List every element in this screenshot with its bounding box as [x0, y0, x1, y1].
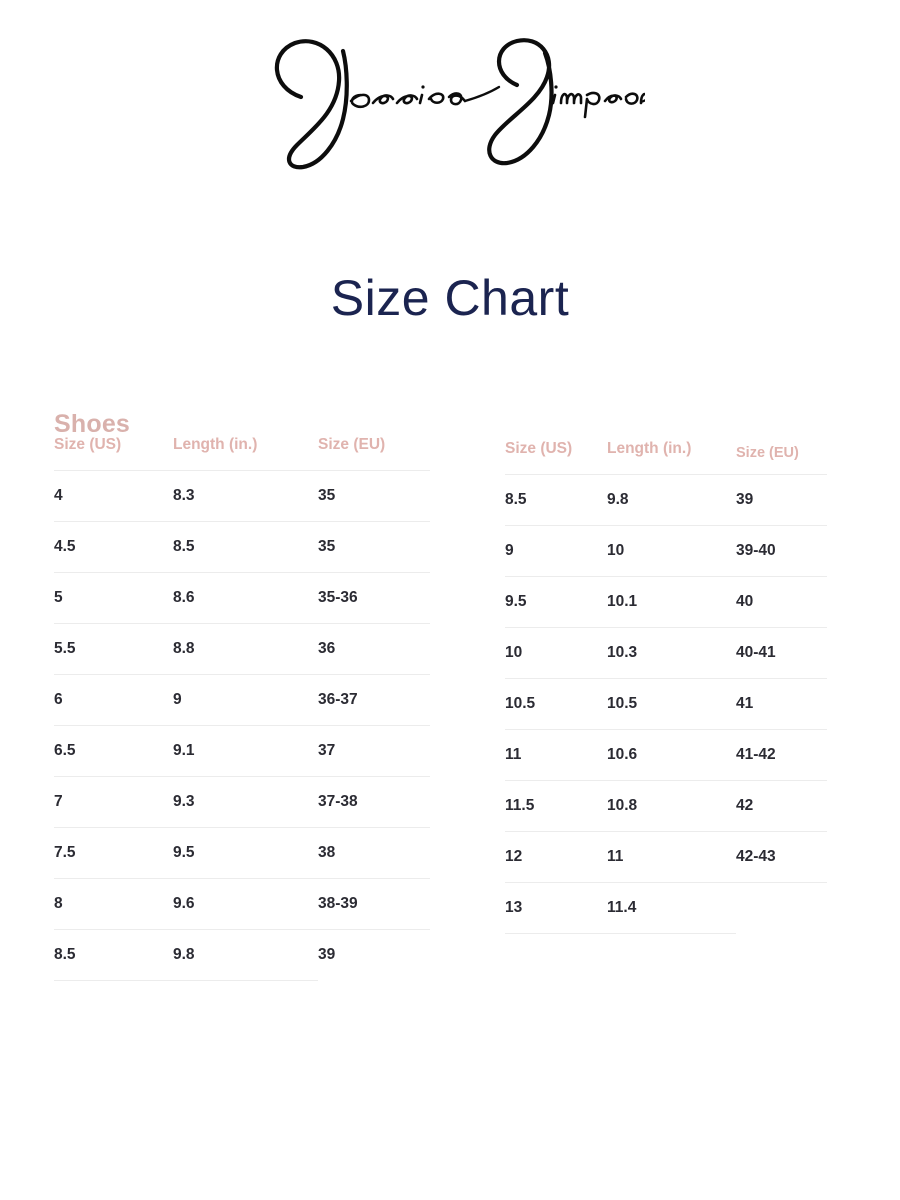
cell-length-in: 10.8 [607, 780, 736, 832]
table-row: 11.5 10.8 42 [505, 780, 827, 832]
cell-size-eu: 37-38 [318, 776, 430, 828]
cell-length-in: 8.8 [173, 623, 318, 675]
column-header-length-in: Length (in.) [607, 440, 692, 457]
table-row: 8.5 9.8 39 [54, 929, 430, 981]
cell-length-in: 9.3 [173, 776, 318, 828]
table-row: 4 8.3 35 [54, 470, 430, 522]
table-row: 12 11 42-43 [505, 831, 827, 883]
signature-script-logo [274, 38, 645, 170]
cell-length-in: 9.8 [607, 474, 736, 526]
table-row: 13 11.4 [505, 882, 827, 934]
cell-size-us: 11.5 [505, 780, 607, 832]
cell-length-in: 8.3 [173, 470, 318, 522]
cell-size-eu: 35-36 [318, 572, 430, 624]
column-header-size-eu: Size (EU) [318, 436, 386, 453]
cell-size-us: 12 [505, 831, 607, 883]
cell-size-eu: 41-42 [736, 729, 827, 781]
cell-size-eu [736, 882, 827, 934]
column-header-length-in: Length (in.) [173, 436, 258, 453]
cell-length-in: 10.6 [607, 729, 736, 781]
cell-size-us: 8 [54, 878, 173, 930]
table-body: 8.5 9.8 39 9 10 39-40 9.5 10.1 40 10 10.… [505, 474, 827, 934]
cell-size-eu: 36-37 [318, 674, 430, 726]
cell-size-us: 7 [54, 776, 173, 828]
cell-size-eu: 39 [318, 929, 430, 981]
cell-size-us: 10.5 [505, 678, 607, 730]
cell-size-eu: 36 [318, 623, 430, 675]
cell-size-us: 11 [505, 729, 607, 781]
cell-size-eu: 42-43 [736, 831, 827, 883]
cell-length-in: 9.6 [173, 878, 318, 930]
table-row: 5 8.6 35-36 [54, 572, 430, 624]
table-body: 4 8.3 35 4.5 8.5 35 5 8.6 35-36 5.5 8.8 … [54, 470, 430, 981]
table-row: 5.5 8.8 36 [54, 623, 430, 675]
cell-length-in: 9 [173, 674, 318, 726]
cell-size-us: 6 [54, 674, 173, 726]
table-row: 9.5 10.1 40 [505, 576, 827, 628]
cell-size-eu: 35 [318, 521, 430, 573]
table-row: 7.5 9.5 38 [54, 827, 430, 879]
table-row: 6.5 9.1 37 [54, 725, 430, 777]
cell-length-in: 9.8 [173, 929, 318, 981]
cell-size-eu: 37 [318, 725, 430, 777]
cell-size-us: 4.5 [54, 521, 173, 573]
cell-length-in: 9.1 [173, 725, 318, 777]
cell-size-eu: 41 [736, 678, 827, 730]
page-title: Size Chart [330, 269, 570, 326]
column-header-size-eu: Size (EU) [736, 445, 799, 461]
brand-logo [0, 28, 900, 178]
table-row: 8 9.6 38-39 [54, 878, 430, 930]
cell-size-eu: 40-41 [736, 627, 827, 679]
cell-size-eu: 40 [736, 576, 827, 628]
table-header-row: Size (US) Length (in.) Size (EU) [505, 440, 827, 475]
cell-size-eu: 39-40 [736, 525, 827, 577]
cell-length-in: 11.4 [607, 882, 736, 934]
section-heading-shoes: Shoes [54, 409, 131, 438]
cell-size-us: 8.5 [505, 474, 607, 526]
cell-length-in: 10.5 [607, 678, 736, 730]
cell-length-in: 10.1 [607, 576, 736, 628]
cell-size-us: 5.5 [54, 623, 173, 675]
cell-size-us: 7.5 [54, 827, 173, 879]
table-row: 10 10.3 40-41 [505, 627, 827, 679]
table-row: 6 9 36-37 [54, 674, 430, 726]
column-header-size-us: Size (US) [54, 436, 122, 453]
cell-size-us: 8.5 [54, 929, 173, 981]
size-table-shoes-left: Size (US) Length (in.) Size (EU) 4 8.3 3… [54, 436, 430, 981]
table-header-row: Size (US) Length (in.) Size (EU) [54, 436, 430, 471]
cell-size-us: 10 [505, 627, 607, 679]
cell-size-us: 9.5 [505, 576, 607, 628]
cell-length-in: 8.6 [173, 572, 318, 624]
table-row: 4.5 8.5 35 [54, 521, 430, 573]
cell-size-us: 9 [505, 525, 607, 577]
cell-size-us: 5 [54, 572, 173, 624]
cell-length-in: 10 [607, 525, 736, 577]
cell-size-us: 6.5 [54, 725, 173, 777]
table-row: 7 9.3 37-38 [54, 776, 430, 828]
cell-size-us: 4 [54, 470, 173, 522]
cell-size-eu: 38 [318, 827, 430, 879]
table-row: 9 10 39-40 [505, 525, 827, 577]
cell-size-us: 13 [505, 882, 607, 934]
table-row: 11 10.6 41-42 [505, 729, 827, 781]
cell-size-eu: 42 [736, 780, 827, 832]
cell-length-in: 10.3 [607, 627, 736, 679]
cell-length-in: 9.5 [173, 827, 318, 879]
table-row: 10.5 10.5 41 [505, 678, 827, 730]
cell-size-eu: 39 [736, 474, 827, 526]
cell-size-eu: 35 [318, 470, 430, 522]
cell-length-in: 8.5 [173, 521, 318, 573]
cell-size-eu: 38-39 [318, 878, 430, 930]
column-header-size-us: Size (US) [505, 440, 573, 457]
cell-length-in: 11 [607, 831, 736, 883]
table-row: 8.5 9.8 39 [505, 474, 827, 526]
size-table-shoes-right: Size (US) Length (in.) Size (EU) 8.5 9.8… [505, 440, 827, 934]
